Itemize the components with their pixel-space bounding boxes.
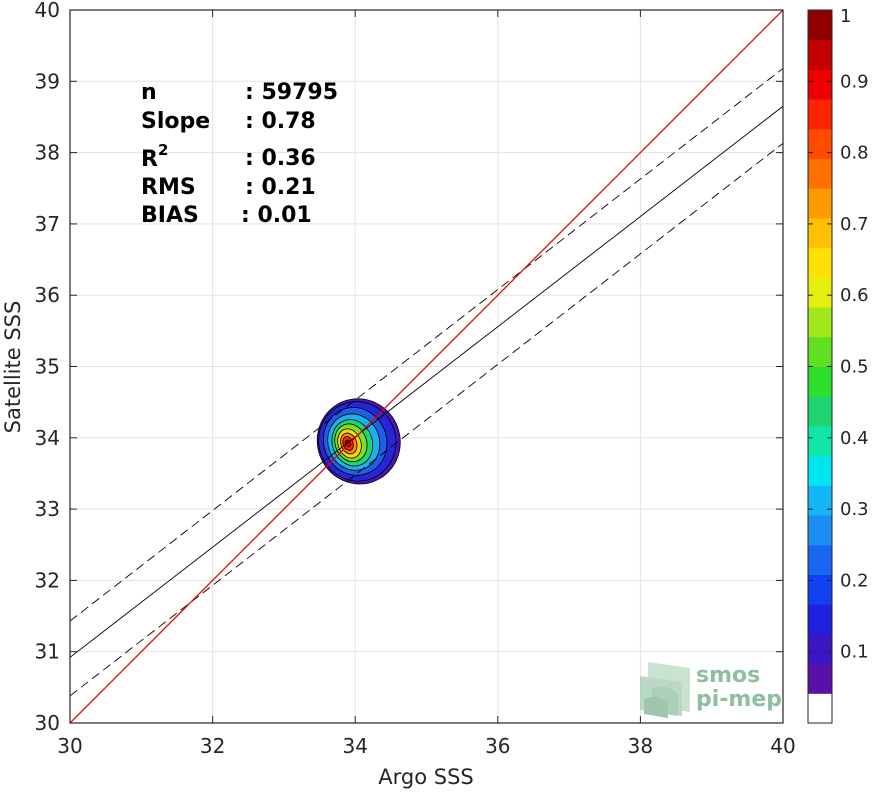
colorbar-bin <box>808 604 832 635</box>
colorbar-bin <box>808 10 832 41</box>
watermark-line1: smos <box>696 663 760 688</box>
x-axis-label: Argo SSS <box>378 765 473 789</box>
y-tick-label: 35 <box>35 355 60 379</box>
colorbar-bin <box>808 366 832 397</box>
x-tick-label: 32 <box>200 734 225 758</box>
stat-rms-value: : 0.21 <box>245 175 316 200</box>
colorbar-bin <box>808 633 832 665</box>
watermark-line2: pi-mep <box>696 687 782 712</box>
colorbar-bin <box>808 396 832 427</box>
fit-line <box>70 105 783 658</box>
stat-r2-label: R2 <box>141 141 168 172</box>
colorbar-bin <box>808 69 832 100</box>
y-tick-label: 37 <box>35 212 60 236</box>
stat-slope-label: Slope <box>141 109 210 134</box>
colorbar-bin <box>808 217 832 249</box>
colorbar-bin <box>808 425 832 457</box>
stat-slope-value: : 0.78 <box>245 109 316 134</box>
colorbar-tick-label: 0.2 <box>840 570 869 591</box>
x-axis-ticks: 30 32 34 36 38 40 <box>57 10 796 758</box>
y-tick-label: 38 <box>35 141 60 165</box>
stat-bias-value: : 0.01 <box>241 203 312 228</box>
fit-lower-band-line <box>70 142 783 697</box>
y-tick-label: 33 <box>35 497 60 521</box>
colorbar-bin <box>808 277 832 308</box>
stat-r2-value: : 0.36 <box>245 146 316 171</box>
colorbar-bin <box>808 128 832 160</box>
colorbar-bin <box>808 693 832 724</box>
x-tick-label: 38 <box>628 734 653 758</box>
y-tick-label: 34 <box>35 426 60 450</box>
colorbar-bin <box>808 455 832 486</box>
y-tick-label: 31 <box>35 640 60 664</box>
colorbar-tick-label: 0.9 <box>840 71 869 92</box>
colorbar-tick-label: 0.1 <box>840 642 869 663</box>
colorbar-bin <box>808 663 832 694</box>
colorbar-bin <box>808 188 832 219</box>
colorbar-bin <box>808 515 832 546</box>
y-tick-label: 40 <box>35 0 60 22</box>
regression-lines <box>70 10 783 723</box>
stat-n-value: : 59795 <box>245 80 338 105</box>
colorbar-bin <box>808 307 832 338</box>
colorbar-bin <box>808 247 832 278</box>
stat-bias-label: BIAS <box>141 203 199 228</box>
smos-pi-mep-watermark: smos pi-mep <box>640 662 782 718</box>
colorbar-tick-label: 0.5 <box>840 357 869 378</box>
colorbar-tick-label: 0.3 <box>840 499 869 520</box>
colorbar-tick-label: 0.7 <box>840 214 869 235</box>
colorbar-tick-label: 0.4 <box>840 428 869 449</box>
x-tick-label: 36 <box>485 734 510 758</box>
colorbar <box>808 10 832 724</box>
grid <box>69 9 784 724</box>
colorbar-bin <box>808 336 832 367</box>
y-tick-label: 32 <box>35 568 60 592</box>
y-tick-label: 30 <box>35 711 60 735</box>
fit-upper-band-line <box>70 68 783 622</box>
y-tick-label: 39 <box>35 69 60 93</box>
colorbar-ticks: 0.1 0.2 0.3 0.4 0.5 0.6 0.7 0.8 0.9 1 <box>808 6 869 663</box>
x-tick-label: 30 <box>57 734 82 758</box>
identity-line <box>70 10 783 723</box>
colorbar-bin <box>808 485 832 516</box>
stat-rms-label: RMS <box>141 175 196 200</box>
x-tick-label: 40 <box>770 734 795 758</box>
y-axis-ticks: 30 31 32 33 34 35 36 37 38 39 40 <box>35 0 783 735</box>
colorbar-tick-label: 0.6 <box>840 285 869 306</box>
colorbar-bin <box>808 574 832 605</box>
y-axis-label: Satellite SSS <box>1 301 25 434</box>
colorbar-bin <box>808 544 832 575</box>
colorbar-bin <box>808 158 832 189</box>
stat-n-label: n <box>141 80 157 105</box>
colorbar-tick-label: 0.8 <box>840 143 869 164</box>
stats-box: n : 59795 Slope : 0.78 R2 : 0.36 RMS : 0… <box>141 80 338 228</box>
y-tick-label: 36 <box>35 283 60 307</box>
colorbar-tick-label: 1 <box>840 6 851 27</box>
colorbar-bin <box>808 99 832 130</box>
colorbar-bin <box>808 39 832 70</box>
x-tick-label: 34 <box>342 734 367 758</box>
smos-logo-icon <box>640 662 690 718</box>
